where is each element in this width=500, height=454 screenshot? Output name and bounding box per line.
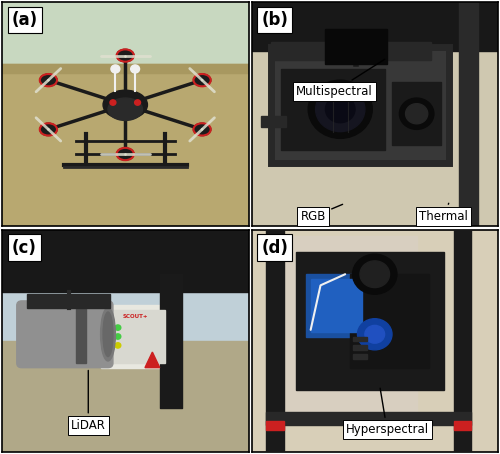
Text: SCOUT+: SCOUT+ bbox=[122, 314, 148, 319]
Text: Hyperspectral: Hyperspectral bbox=[346, 388, 428, 436]
Text: (a): (a) bbox=[12, 11, 38, 29]
Bar bbox=[350, 274, 429, 368]
Bar bbox=[326, 29, 387, 64]
Circle shape bbox=[134, 100, 140, 105]
Bar bbox=[262, 116, 286, 127]
Bar bbox=[296, 252, 444, 390]
Bar bbox=[160, 274, 182, 408]
Text: RGB: RGB bbox=[300, 204, 343, 223]
Circle shape bbox=[308, 80, 372, 138]
Polygon shape bbox=[145, 352, 160, 368]
Text: Thermal: Thermal bbox=[420, 203, 468, 223]
Ellipse shape bbox=[116, 49, 134, 62]
Bar bbox=[2, 64, 248, 226]
Circle shape bbox=[115, 325, 121, 330]
Ellipse shape bbox=[103, 90, 148, 119]
Text: (b): (b) bbox=[262, 11, 288, 29]
Ellipse shape bbox=[116, 148, 134, 160]
Text: (d): (d) bbox=[262, 239, 288, 257]
Circle shape bbox=[358, 319, 392, 350]
Ellipse shape bbox=[108, 98, 142, 120]
Bar bbox=[2, 2, 248, 64]
Circle shape bbox=[365, 326, 384, 343]
Bar bbox=[266, 421, 283, 430]
Bar bbox=[271, 47, 448, 163]
Bar bbox=[454, 230, 471, 452]
Bar bbox=[392, 82, 442, 145]
Bar bbox=[458, 2, 478, 226]
Bar bbox=[310, 279, 362, 332]
Bar bbox=[454, 421, 471, 430]
Bar bbox=[106, 310, 164, 363]
Bar bbox=[2, 230, 248, 292]
Bar bbox=[26, 294, 110, 308]
Circle shape bbox=[400, 98, 434, 129]
Text: Multispectral: Multispectral bbox=[296, 59, 384, 98]
Ellipse shape bbox=[40, 74, 57, 86]
Circle shape bbox=[130, 65, 140, 73]
Bar bbox=[352, 354, 368, 359]
Bar bbox=[352, 336, 368, 341]
Bar bbox=[2, 230, 248, 341]
Bar bbox=[352, 345, 368, 350]
Bar bbox=[252, 2, 498, 51]
Circle shape bbox=[360, 261, 390, 287]
Ellipse shape bbox=[40, 123, 57, 136]
Ellipse shape bbox=[194, 123, 210, 136]
Bar bbox=[281, 237, 416, 419]
Text: LiDAR: LiDAR bbox=[71, 370, 106, 432]
Circle shape bbox=[111, 65, 120, 73]
Bar bbox=[306, 274, 368, 336]
Bar bbox=[76, 306, 86, 363]
Circle shape bbox=[316, 87, 365, 132]
Bar bbox=[266, 412, 471, 425]
Circle shape bbox=[326, 96, 355, 123]
Bar bbox=[266, 230, 283, 452]
Ellipse shape bbox=[103, 312, 113, 356]
Ellipse shape bbox=[194, 74, 210, 86]
Text: (c): (c) bbox=[12, 239, 36, 257]
Circle shape bbox=[406, 104, 427, 124]
Bar bbox=[2, 64, 248, 74]
Bar bbox=[281, 69, 384, 149]
Circle shape bbox=[115, 334, 121, 339]
Bar bbox=[2, 341, 248, 452]
Circle shape bbox=[110, 100, 116, 105]
FancyBboxPatch shape bbox=[17, 301, 113, 368]
Bar bbox=[271, 42, 432, 60]
Circle shape bbox=[352, 254, 397, 294]
Bar bbox=[100, 306, 170, 368]
Circle shape bbox=[115, 343, 121, 348]
Ellipse shape bbox=[100, 308, 116, 361]
